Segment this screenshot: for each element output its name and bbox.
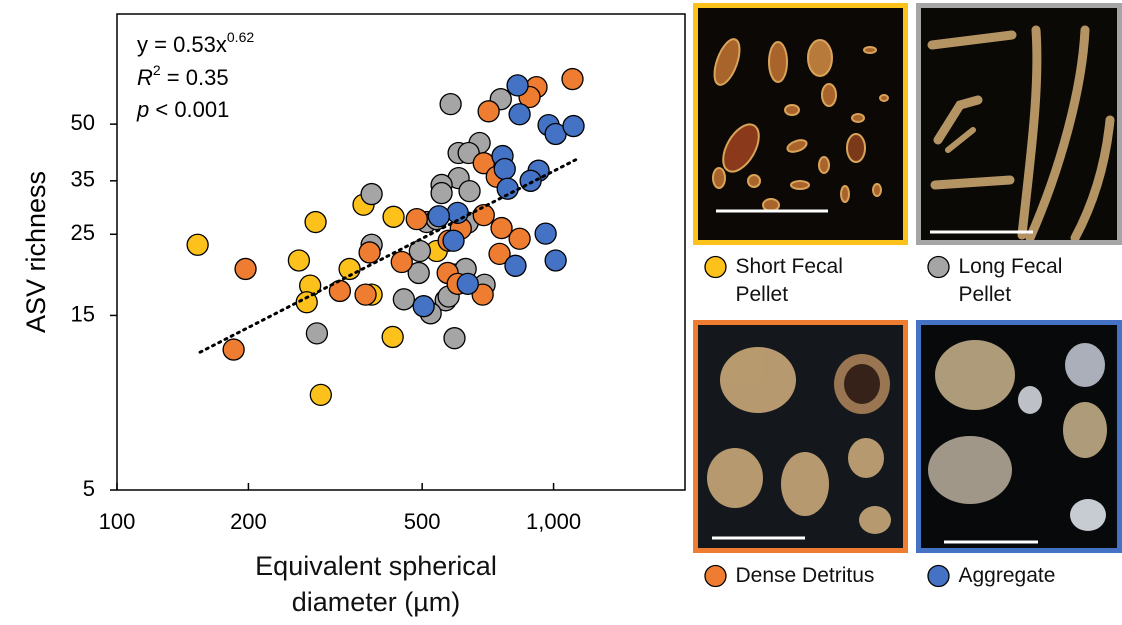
y-tick-label: 5 <box>83 476 95 501</box>
data-point <box>490 216 513 240</box>
data-point <box>544 249 567 272</box>
r-power: 2 <box>153 62 161 78</box>
data-point <box>504 254 527 277</box>
legend-marker <box>704 255 727 279</box>
data-point <box>222 338 245 361</box>
panel-frame <box>693 3 908 245</box>
data-point <box>304 210 327 234</box>
data-point <box>392 288 416 311</box>
equation-exponent: 0.62 <box>227 29 254 45</box>
data-point <box>309 383 332 406</box>
data-point <box>508 103 531 126</box>
data-point <box>439 93 462 116</box>
data-point <box>405 207 428 231</box>
data-point <box>534 222 557 245</box>
legend-label: Short Fecal Pellet <box>735 255 843 306</box>
data-point <box>472 203 495 227</box>
data-point <box>390 250 413 274</box>
data-point <box>443 327 466 350</box>
legend-marker <box>927 564 950 588</box>
panel-frame <box>693 320 908 553</box>
photo-dense-detritus <box>695 322 906 551</box>
y-tick-label: 15 <box>71 301 95 326</box>
p-text: < 0.001 <box>149 97 229 122</box>
legend-label: Dense Detritus <box>735 564 875 587</box>
r-value: = 0.35 <box>161 65 229 90</box>
data-point <box>381 325 404 349</box>
photo-aggregate <box>918 322 1120 551</box>
data-point <box>561 67 584 91</box>
data-point <box>562 114 585 138</box>
plot-frame <box>116 13 686 491</box>
panel-frame <box>916 320 1122 553</box>
y-tick-label: 50 <box>71 110 95 135</box>
r-symbol: R <box>137 65 153 90</box>
legend-label: Long Fecal Pellet <box>958 255 1063 306</box>
data-point <box>488 242 511 266</box>
data-point <box>493 157 516 181</box>
x-tick-label: 100 <box>99 509 136 534</box>
data-point <box>508 227 531 250</box>
data-point <box>358 241 381 264</box>
data-point <box>234 257 257 281</box>
data-point <box>305 322 329 345</box>
data-point <box>382 205 405 228</box>
p-symbol: p <box>136 97 149 122</box>
photo-long-fecal <box>918 5 1120 243</box>
data-point <box>442 229 465 252</box>
data-point <box>412 295 435 318</box>
equation-base: y = 0.53x <box>137 32 227 57</box>
data-point <box>360 182 383 206</box>
y-tick-label: 25 <box>71 220 95 245</box>
x-tick-label: 200 <box>230 509 267 534</box>
data-point <box>354 283 377 306</box>
data-point <box>338 257 361 281</box>
panel-frames <box>693 3 1122 553</box>
data-point <box>477 100 500 123</box>
legend-marker <box>704 564 727 588</box>
x-tick-label: 500 <box>404 509 441 534</box>
equation: y = 0.53x0.62 <box>137 29 254 57</box>
legend-label: Aggregate <box>958 564 1056 587</box>
r-squared: R2 = 0.35 <box>137 62 229 90</box>
y-axis-title: ASV richness <box>21 171 51 333</box>
data-point <box>186 233 209 256</box>
p-value: p < 0.001 <box>136 97 229 122</box>
data-point <box>458 179 481 203</box>
data-point <box>430 181 453 205</box>
x-axis-title: Equivalent spherical diameter (µm) <box>255 551 497 617</box>
photo-short-fecal <box>695 5 906 243</box>
data-point <box>519 169 542 192</box>
panel-frame <box>916 3 1122 245</box>
data-point <box>407 261 430 285</box>
data-point <box>506 74 529 97</box>
data-point <box>287 249 311 272</box>
data-point <box>456 272 479 295</box>
y-tick-label: 35 <box>71 167 95 192</box>
x-tick-label: 1,000 <box>526 509 581 534</box>
legend-marker <box>927 255 950 279</box>
data-point <box>427 205 450 228</box>
trend-line <box>198 157 580 354</box>
